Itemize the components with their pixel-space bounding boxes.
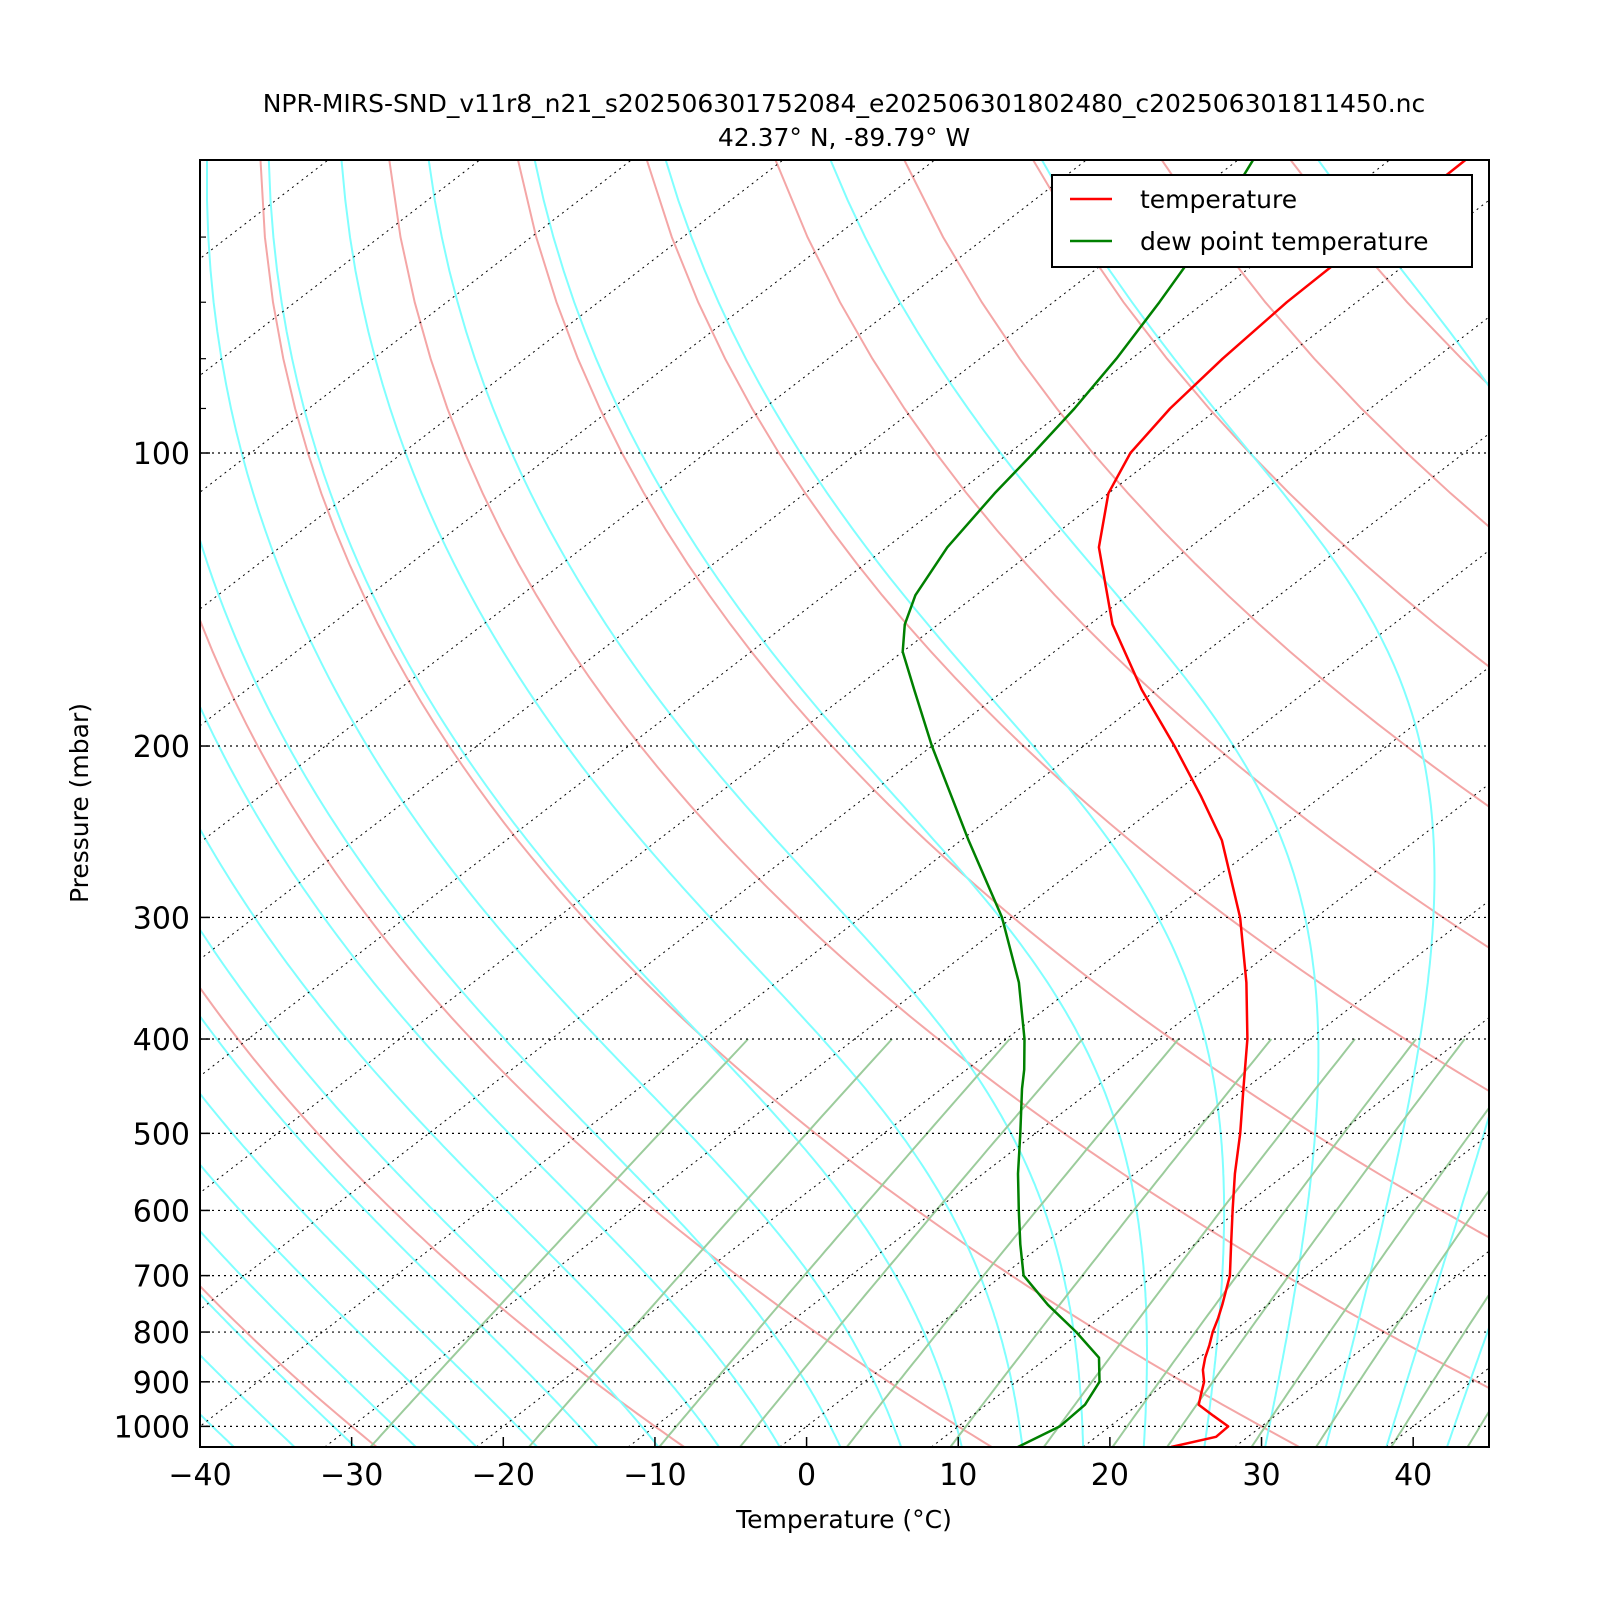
y-tick-label: 700 [133, 1260, 190, 1295]
chart-title: NPR-MIRS-SND_v11r8_n21_s202506301752084_… [263, 89, 1426, 118]
x-tick-label: −10 [623, 1458, 686, 1493]
isotherm-line [1082, 1133, 1489, 1447]
isotherm-line [627, 783, 1489, 1447]
isotherm-line [1538, 160, 1600, 1447]
isotherm-line [200, 160, 1390, 1077]
dry-adiabat [774, 160, 1489, 949]
dry-adiabat [903, 160, 1489, 808]
y-axis-label: Pressure (mbar) [65, 703, 94, 903]
mixing-ratio-line [1466, 1409, 1489, 1447]
moist-adiabat [200, 1229, 417, 1447]
moist-adiabat [340, 160, 1024, 1447]
x-tick-label: 0 [797, 1458, 816, 1493]
moist-adiabat [200, 1412, 235, 1447]
isotherm-line [1386, 1367, 1489, 1447]
grid-lines [200, 160, 1600, 1447]
mixing-ratio-line [846, 1038, 1180, 1447]
moist-adiabat [1446, 1324, 1489, 1447]
mixing-ratio-line [1390, 1293, 1489, 1447]
x-tick-label: −20 [472, 1458, 535, 1493]
moist-adiabat [664, 160, 1226, 1447]
moist-adiabat [206, 160, 903, 1447]
chart-subtitle: 42.37° N, -89.79° W [718, 123, 970, 152]
isotherm-line [779, 900, 1489, 1447]
x-tick-label: 30 [1242, 1458, 1280, 1493]
legend: temperature dew point temperature [1051, 174, 1473, 268]
dry-adiabat [645, 160, 1489, 1093]
x-tick-label: −30 [320, 1458, 383, 1493]
mixing-ratio-line [1315, 1188, 1489, 1447]
mixing-ratio-line [1527, 1039, 1600, 1447]
series-line-temperature [1097, 160, 1467, 1447]
isotherm-line [200, 160, 784, 610]
dry-adiabat [517, 160, 1489, 1239]
y-tick-label: 500 [133, 1117, 190, 1152]
moist-adiabat [200, 927, 660, 1447]
mixing-ratio-line [1111, 1038, 1417, 1447]
isotherm-line [200, 160, 632, 493]
legend-label-temperature: temperature [1140, 185, 1297, 214]
y-tick-label: 200 [133, 730, 190, 765]
y-tick-label: 800 [133, 1316, 190, 1351]
x-tick-label: 10 [939, 1458, 977, 1493]
moist-adiabat [200, 1353, 296, 1447]
legend-label-dew-point: dew point temperature [1140, 227, 1429, 256]
dry-adiabat [1032, 160, 1489, 668]
y-axis: 100 200 300 400 500 600 700 800 900 1000 [114, 236, 210, 1445]
moist-adiabat [200, 1292, 356, 1447]
isotherm-line [200, 316, 1489, 1311]
moist-adiabat [427, 160, 1085, 1447]
mixing-ratio-line [528, 1038, 893, 1447]
moist-adiabat [1317, 160, 1489, 1447]
moist-adiabat [200, 1163, 478, 1447]
isotherm-line [200, 160, 1087, 844]
y-tick-label: 100 [133, 437, 190, 472]
moist-adiabat [267, 160, 963, 1447]
series-lines [901, 160, 1467, 1447]
plot-frame [199, 159, 1490, 1448]
isotherm-line [200, 160, 329, 260]
series-line-dew-point [901, 160, 1255, 1447]
y-tick-label: 300 [133, 901, 190, 936]
legend-box [1051, 174, 1473, 268]
isotherm-line [324, 549, 1489, 1447]
mixing-ratio-line [658, 1038, 1011, 1447]
dry-adiabat [200, 986, 685, 1447]
mixing-ratio-line [1250, 1106, 1489, 1447]
moist-adiabat [1041, 160, 1436, 1447]
moist-adiabat [533, 160, 1148, 1447]
background-lines [200, 160, 1600, 1447]
moist-adiabat [200, 1014, 599, 1447]
moist-adiabat [200, 827, 720, 1447]
x-tick-label: −40 [168, 1458, 231, 1493]
mixing-ratio-line [739, 1038, 1084, 1447]
dry-adiabat [200, 1284, 378, 1447]
y-tick-label: 900 [133, 1366, 190, 1401]
mixing-ratio-line [1587, 1039, 1600, 1447]
moist-adiabat [200, 704, 781, 1447]
dry-adiabat [259, 160, 1300, 1447]
moist-adiabat [829, 160, 1320, 1447]
isotherm-line [1234, 1250, 1489, 1447]
dry-adiabat [200, 617, 993, 1447]
mixing-ratio-line [369, 1038, 749, 1447]
mixing-ratio-line [949, 1038, 1273, 1447]
isotherm-line [200, 160, 1239, 960]
y-tick-label: 1000 [114, 1410, 190, 1445]
x-tick-label: 20 [1091, 1458, 1129, 1493]
y-tick-label: 600 [133, 1194, 190, 1229]
dry-adiabat [388, 160, 1489, 1390]
x-tick-label: 40 [1394, 1458, 1432, 1493]
x-axis-label: Temperature (°C) [735, 1505, 952, 1534]
moist-adiabat [200, 1092, 538, 1447]
x-axis: −40 −30 −20 −10 0 10 20 30 40 [168, 1437, 1432, 1493]
y-tick-label: 400 [133, 1023, 190, 1058]
moist-adiabat [200, 536, 842, 1447]
mixing-ratio-line [1043, 1038, 1356, 1447]
